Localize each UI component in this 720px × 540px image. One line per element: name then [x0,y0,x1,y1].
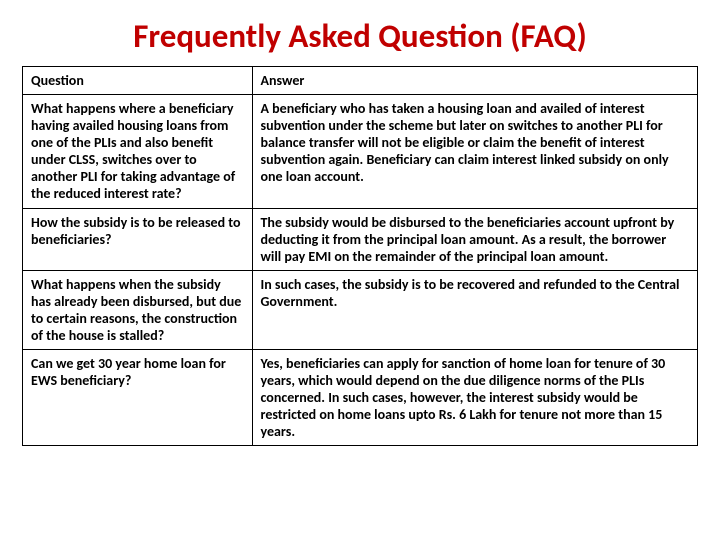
cell-answer: In such cases, the subsidy is to be reco… [252,270,698,349]
cell-question: Can we get 30 year home loan for EWS ben… [23,350,253,446]
cell-answer: A beneficiary who has taken a housing lo… [252,95,698,208]
header-question: Question [23,67,253,95]
cell-question: How the subsidy is to be released to ben… [23,208,253,270]
table-row: What happens where a beneficiary having … [23,95,698,208]
table-header-row: Question Answer [23,67,698,95]
cell-answer: Yes, beneficiaries can apply for sanctio… [252,350,698,446]
table-row: Can we get 30 year home loan for EWS ben… [23,350,698,446]
header-answer: Answer [252,67,698,95]
table-row: How the subsidy is to be released to ben… [23,208,698,270]
page-title: Frequently Asked Question (FAQ) [22,16,698,56]
faq-table: Question Answer What happens where a ben… [22,66,698,446]
table-row: What happens when the subsidy has alread… [23,270,698,349]
cell-answer: The subsidy would be disbursed to the be… [252,208,698,270]
cell-question: What happens when the subsidy has alread… [23,270,253,349]
cell-question: What happens where a beneficiary having … [23,95,253,208]
